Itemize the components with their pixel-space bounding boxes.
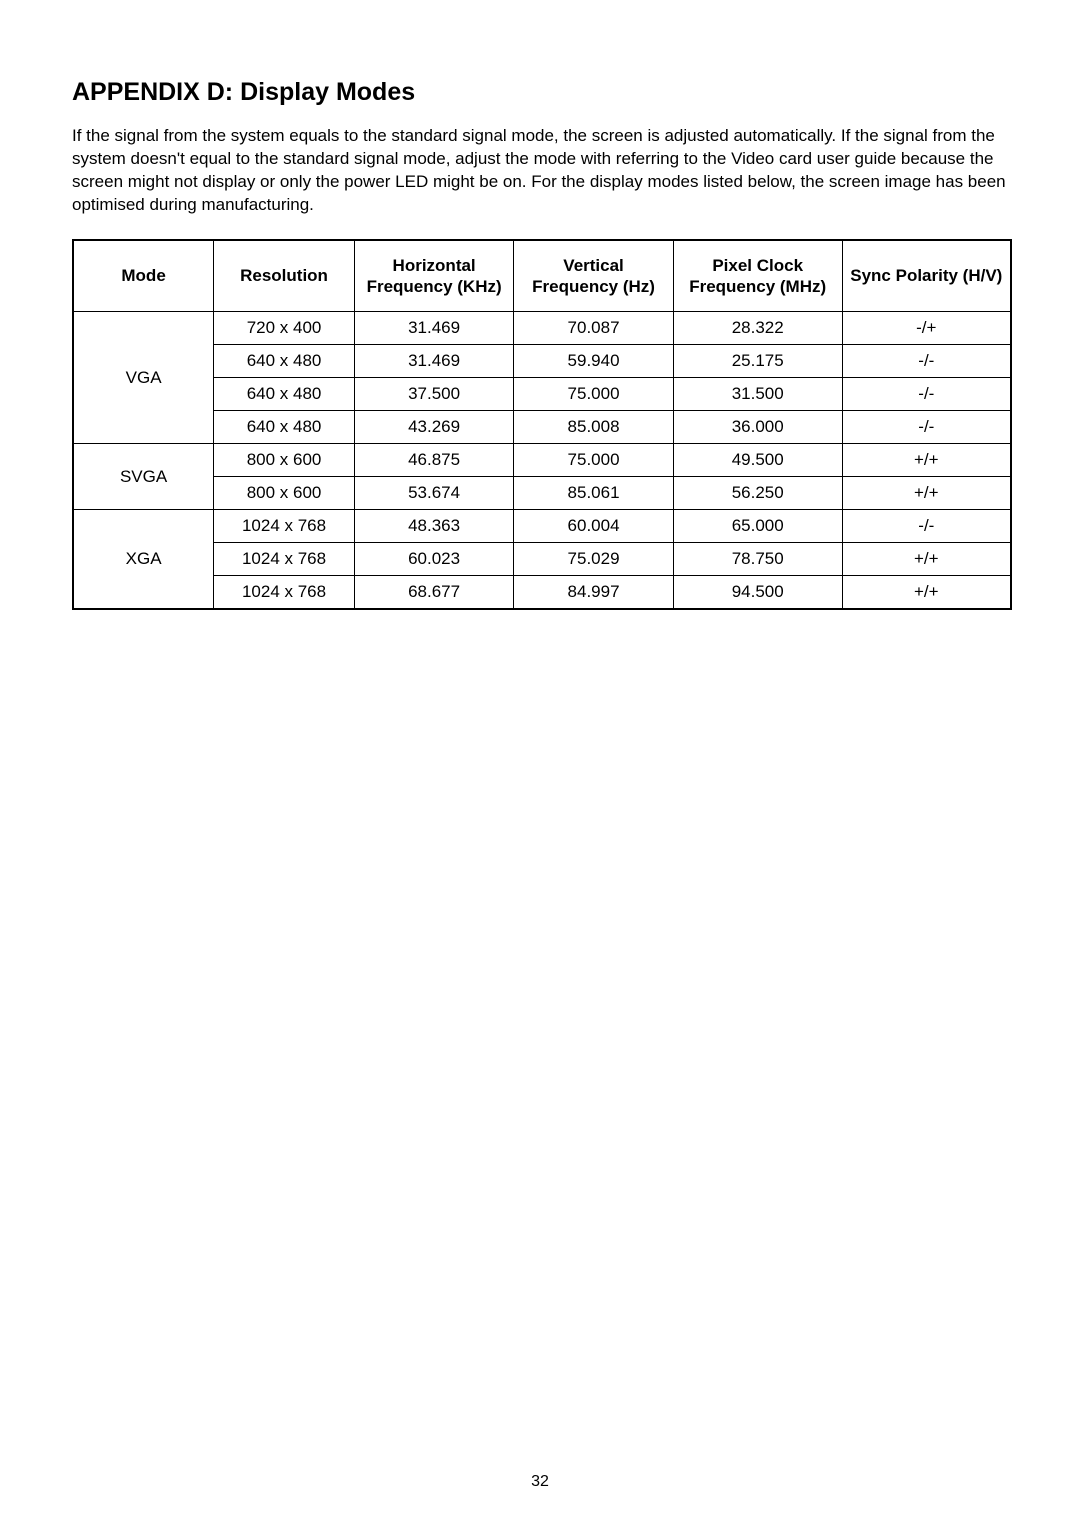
cell-sp: -/- [842,411,1011,444]
col-pclock: Pixel Clock Frequency (MHz) [673,240,842,312]
cell-res: 1024 x 768 [214,576,355,610]
cell-sp: -/- [842,378,1011,411]
cell-hf: 43.269 [354,411,513,444]
cell-hf: 37.500 [354,378,513,411]
cell-hf: 48.363 [354,510,513,543]
cell-res: 800 x 600 [214,477,355,510]
table-header-row: Mode Resolution Horizontal Frequency (KH… [73,240,1011,312]
cell-sp: -/- [842,345,1011,378]
cell-pc: 31.500 [673,378,842,411]
cell-pc: 78.750 [673,543,842,576]
table-row: SVGA800 x 60046.87575.00049.500+/+ [73,444,1011,477]
cell-pc: 94.500 [673,576,842,610]
cell-sp: -/- [842,510,1011,543]
cell-hf: 68.677 [354,576,513,610]
col-resolution: Resolution [214,240,355,312]
cell-vf: 85.008 [514,411,673,444]
cell-vf: 70.087 [514,312,673,345]
table-row: XGA1024 x 76848.36360.00465.000-/- [73,510,1011,543]
col-sync: Sync Polarity (H/V) [842,240,1011,312]
cell-pc: 25.175 [673,345,842,378]
cell-pc: 56.250 [673,477,842,510]
table-row: VGA720 x 40031.46970.08728.322-/+ [73,312,1011,345]
col-hfreq: Horizontal Frequency (KHz) [354,240,513,312]
cell-res: 640 x 480 [214,378,355,411]
cell-hf: 31.469 [354,312,513,345]
table-row: 640 x 48037.50075.00031.500-/- [73,378,1011,411]
cell-res: 640 x 480 [214,411,355,444]
table-body: VGA720 x 40031.46970.08728.322-/+640 x 4… [73,312,1011,610]
col-vfreq: Vertical Frequency (Hz) [514,240,673,312]
cell-mode: XGA [73,510,214,610]
cell-mode: SVGA [73,444,214,510]
cell-hf: 31.469 [354,345,513,378]
cell-sp: +/+ [842,477,1011,510]
display-modes-table: Mode Resolution Horizontal Frequency (KH… [72,239,1012,611]
cell-mode: VGA [73,312,214,444]
cell-hf: 46.875 [354,444,513,477]
cell-vf: 75.000 [514,378,673,411]
cell-sp: +/+ [842,576,1011,610]
cell-res: 720 x 400 [214,312,355,345]
cell-pc: 49.500 [673,444,842,477]
cell-pc: 36.000 [673,411,842,444]
table-row: 1024 x 76860.02375.02978.750+/+ [73,543,1011,576]
cell-vf: 60.004 [514,510,673,543]
cell-vf: 59.940 [514,345,673,378]
cell-res: 1024 x 768 [214,510,355,543]
appendix-heading: APPENDIX D: Display Modes [72,78,1012,107]
cell-pc: 28.322 [673,312,842,345]
cell-res: 1024 x 768 [214,543,355,576]
cell-vf: 75.000 [514,444,673,477]
page-container: APPENDIX D: Display Modes If the signal … [0,0,1080,1527]
intro-paragraph: If the signal from the system equals to … [72,125,1012,217]
col-mode: Mode [73,240,214,312]
cell-vf: 85.061 [514,477,673,510]
page-number: 32 [0,1473,1080,1491]
cell-vf: 75.029 [514,543,673,576]
cell-res: 640 x 480 [214,345,355,378]
cell-sp: -/+ [842,312,1011,345]
table-row: 640 x 48031.46959.94025.175-/- [73,345,1011,378]
cell-sp: +/+ [842,543,1011,576]
cell-hf: 60.023 [354,543,513,576]
table-row: 800 x 60053.67485.06156.250+/+ [73,477,1011,510]
table-row: 1024 x 76868.67784.99794.500+/+ [73,576,1011,610]
cell-sp: +/+ [842,444,1011,477]
cell-vf: 84.997 [514,576,673,610]
cell-res: 800 x 600 [214,444,355,477]
table-row: 640 x 48043.26985.00836.000-/- [73,411,1011,444]
cell-pc: 65.000 [673,510,842,543]
cell-hf: 53.674 [354,477,513,510]
